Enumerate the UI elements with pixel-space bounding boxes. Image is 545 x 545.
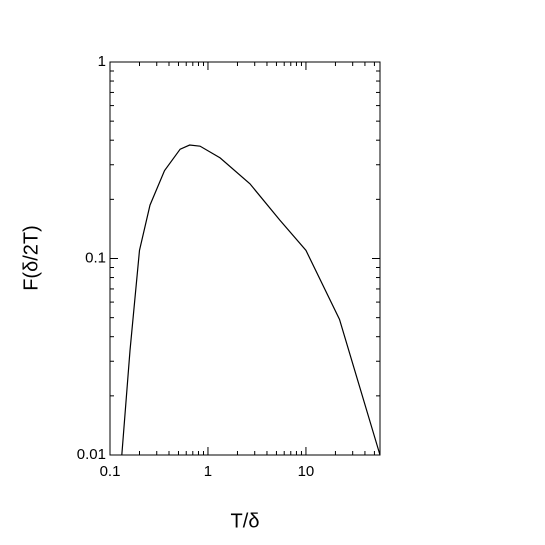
y-tick-label: 1 bbox=[98, 53, 106, 70]
x-tick-label: 10 bbox=[298, 463, 315, 480]
y-tick-label: 0.01 bbox=[77, 446, 106, 463]
y-axis-title: F(δ/2T) bbox=[20, 225, 42, 291]
plot-frame bbox=[109, 61, 381, 456]
data-line bbox=[121, 144, 381, 456]
y-tick-label: 0.1 bbox=[85, 249, 106, 266]
x-tick-label: 1 bbox=[204, 463, 212, 480]
x-tick-label: 0.1 bbox=[100, 463, 121, 480]
x-axis-title: T/δ bbox=[231, 510, 260, 532]
